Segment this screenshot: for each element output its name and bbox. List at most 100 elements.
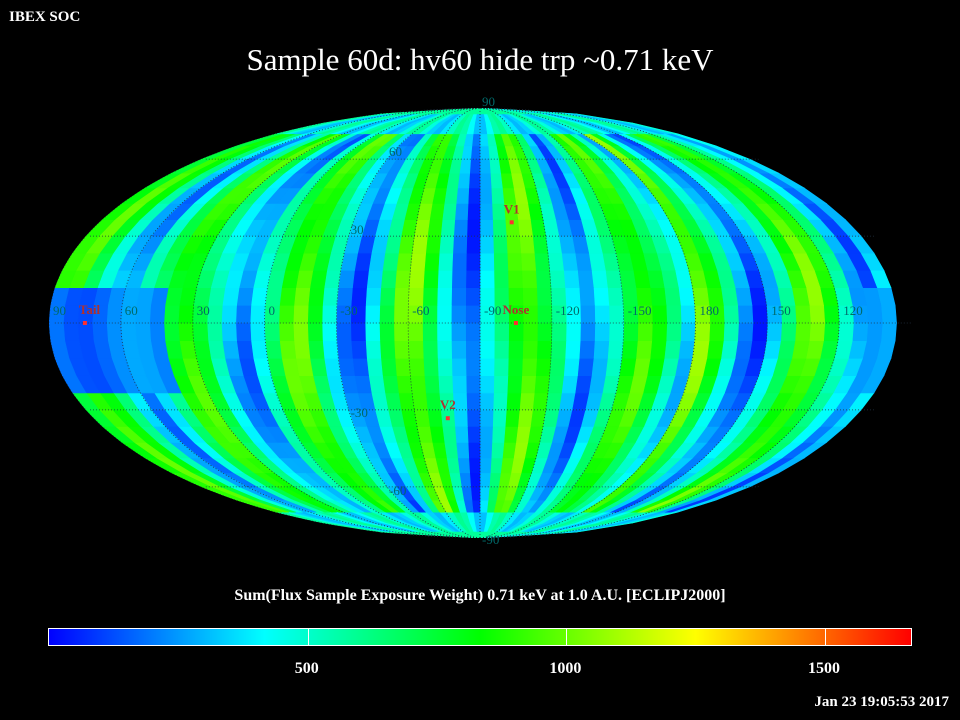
flux-pixel: [517, 409, 533, 427]
flux-pixel: [734, 340, 753, 359]
colorbar-divider: [566, 629, 568, 645]
flux-pixel: [591, 269, 608, 289]
flux-pixel: [382, 252, 399, 271]
flux-pixel: [394, 269, 411, 289]
longitude-label: 60: [125, 303, 138, 318]
flux-pixel: [479, 392, 494, 411]
flux-pixel: [221, 340, 240, 359]
flux-pixel: [479, 235, 494, 254]
flux-pixel: [593, 340, 610, 359]
flux-pixel: [508, 322, 524, 342]
flux-pixel: [466, 409, 481, 427]
flux-pixel: [502, 442, 517, 459]
flux-pixel: [492, 235, 508, 254]
flux-pixel: [621, 340, 638, 359]
flux-pixel: [808, 304, 826, 324]
flux-pixel: [411, 235, 428, 254]
flux-pixel: [453, 219, 468, 237]
flux-pixel: [479, 511, 488, 524]
flux-pixel: [535, 269, 552, 289]
marker-v1-label: V1: [504, 201, 520, 216]
flux-pixel: [466, 392, 481, 411]
latitude-label: -60: [389, 483, 406, 498]
marker-v2-label: V2: [440, 397, 456, 412]
flux-pixel: [751, 322, 768, 342]
flux-pixel: [366, 269, 383, 289]
flux-pixel: [365, 340, 382, 359]
flux-pixel: [561, 375, 578, 394]
longitude-label: -120: [556, 303, 580, 318]
flux-pixel: [467, 203, 481, 220]
flux-pixel: [453, 409, 468, 427]
flux-pixel: [465, 375, 481, 394]
flux-pixel: [665, 304, 682, 324]
flux-pixel: [492, 219, 507, 237]
flux-pixel: [563, 269, 580, 289]
flux-pixel: [468, 172, 481, 189]
flux-pixel: [337, 357, 355, 377]
flux-pixel: [678, 340, 696, 359]
meridian-line: [192, 108, 481, 538]
flux-pixel: [380, 357, 397, 377]
flux-pixel: [577, 357, 594, 377]
flux-pixel: [493, 322, 510, 342]
flux-pixel: [455, 187, 470, 204]
flux-pixel: [649, 340, 667, 359]
flux-pixel: [465, 269, 481, 289]
flux-pixel: [422, 340, 438, 359]
flux-pixel: [382, 375, 399, 394]
flux-pixel: [479, 133, 489, 147]
colorbar-tick-label: 1500: [808, 660, 840, 677]
flux-pixel: [723, 304, 739, 324]
flux-pixel: [479, 158, 491, 174]
flux-pixel: [423, 375, 440, 394]
flux-pixel: [488, 158, 501, 174]
flux-pixel: [574, 375, 592, 394]
flux-pixel: [547, 252, 564, 271]
flux-pixel: [515, 426, 531, 443]
flux-pixel: [206, 322, 223, 342]
flux-pixel: [120, 322, 137, 342]
flux-pixel: [235, 304, 252, 324]
flux-pixel: [680, 322, 696, 342]
flux-pixel: [479, 145, 490, 160]
flux-pixel: [396, 375, 413, 394]
flux-pixel: [622, 322, 639, 342]
flux-pixel: [479, 486, 490, 501]
flux-pixel: [63, 322, 80, 342]
flux-pixel: [106, 322, 123, 342]
flux-pixel: [437, 357, 453, 377]
meridian-line: [120, 108, 481, 538]
flux-pixel: [454, 203, 469, 220]
flux-pixel: [437, 269, 453, 289]
flux-pixel: [455, 442, 470, 459]
flux-pixel: [535, 357, 552, 377]
flux-pixel: [530, 219, 547, 237]
flux-pixel: [467, 426, 481, 443]
flux-pixel: [520, 252, 537, 271]
flux-pixel: [637, 322, 653, 342]
flux-pixel: [493, 269, 509, 289]
colorbar-tick-label: 500: [294, 660, 319, 677]
flux-pixel: [292, 304, 309, 324]
flux-pixel: [380, 269, 397, 289]
flux-pixel: [422, 322, 438, 342]
flux-pixel: [507, 269, 523, 289]
flux-pixel: [264, 340, 282, 359]
flux-pixel: [591, 357, 608, 377]
flux-pixel: [394, 357, 411, 377]
flux-pixel: [436, 340, 453, 359]
meridian-line: [335, 108, 481, 538]
longitude-label: 90: [53, 303, 66, 318]
flux-pixel: [379, 304, 395, 324]
timestamp: Jan 23 19:05:53 2017: [814, 694, 949, 710]
meridian-line: [49, 108, 481, 538]
flux-pixel: [410, 375, 427, 394]
flux-pixel: [479, 252, 495, 271]
flux-pixel: [250, 287, 268, 306]
flux-pixel: [307, 287, 325, 306]
flux-pixel: [278, 322, 295, 342]
flux-pixel: [436, 322, 452, 342]
flux-pixel: [520, 375, 537, 394]
flux-pixel: [469, 472, 481, 488]
